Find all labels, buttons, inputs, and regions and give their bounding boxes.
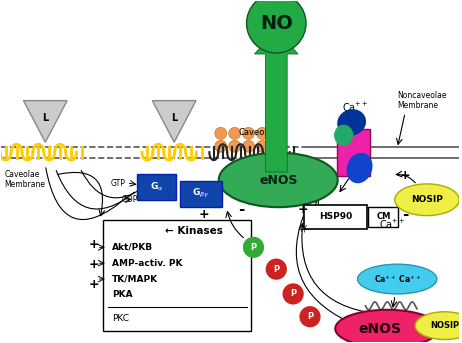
Text: NOSIP: NOSIP [430,321,459,330]
Text: Caveolin: Caveolin [238,128,275,137]
Text: P: P [290,289,296,298]
Ellipse shape [338,110,365,135]
FancyArrowPatch shape [219,186,230,193]
FancyArrowPatch shape [56,170,134,209]
Circle shape [256,140,268,152]
Text: +/-: +/- [297,225,310,234]
Circle shape [229,127,241,139]
Text: GDP: GDP [122,195,138,204]
Text: +: + [298,203,308,216]
Ellipse shape [335,126,353,145]
Text: Akt/PKB: Akt/PKB [112,243,153,252]
Text: PKC: PKC [112,314,129,323]
Text: +: + [199,208,209,221]
Text: CM: CM [376,212,390,221]
FancyBboxPatch shape [136,174,176,200]
Text: AMP-activ. PK: AMP-activ. PK [112,259,182,268]
Circle shape [267,259,286,279]
Text: Noncaveolae
Membrane: Noncaveolae Membrane [397,91,447,110]
Text: -: - [402,207,408,222]
Circle shape [243,237,263,257]
Text: L: L [42,114,49,123]
Circle shape [283,284,303,304]
Ellipse shape [358,264,437,294]
Circle shape [243,140,255,152]
Ellipse shape [335,310,439,343]
Text: G$_{\beta\gamma}$: G$_{\beta\gamma}$ [192,187,210,200]
FancyBboxPatch shape [369,207,398,226]
Text: eNOS: eNOS [359,322,402,335]
Text: +: + [89,258,99,271]
Text: +: + [400,169,410,182]
Text: ← Kinases: ← Kinases [165,226,223,236]
Text: P: P [307,312,313,321]
Polygon shape [255,29,298,172]
Text: eNOS: eNOS [259,175,298,187]
FancyBboxPatch shape [103,220,250,331]
Text: +: + [89,238,99,251]
FancyBboxPatch shape [337,129,371,176]
Text: PKA: PKA [112,291,132,299]
Polygon shape [152,100,196,142]
Circle shape [247,0,306,53]
Text: P: P [273,265,280,274]
Ellipse shape [415,312,462,340]
Text: P: P [250,243,256,252]
Text: Ca$^{++}$: Ca$^{++}$ [379,218,406,231]
Text: TK/MAPK: TK/MAPK [112,274,158,284]
Text: Ca$^{++}$ Ca$^{++}$: Ca$^{++}$ Ca$^{++}$ [374,273,421,285]
Text: NO: NO [260,14,293,33]
Text: HSP90: HSP90 [319,212,353,221]
Circle shape [243,127,255,139]
Circle shape [270,140,282,152]
Text: +: + [89,277,99,291]
Polygon shape [24,100,67,142]
Circle shape [215,140,227,152]
Text: -: - [238,202,245,217]
Text: Ca$^{++}$: Ca$^{++}$ [342,101,369,114]
Circle shape [300,307,320,327]
Text: NOSIP: NOSIP [411,195,443,204]
Circle shape [256,127,268,139]
Text: G$_{\alpha}$: G$_{\alpha}$ [150,181,163,193]
Ellipse shape [219,153,338,207]
FancyArrowPatch shape [81,170,144,198]
Text: GTP: GTP [110,179,125,188]
Ellipse shape [395,184,459,216]
FancyBboxPatch shape [304,205,367,228]
Text: Caveolae
Membrane: Caveolae Membrane [5,170,46,189]
Circle shape [229,140,241,152]
FancyBboxPatch shape [180,181,222,207]
Ellipse shape [347,153,372,182]
Circle shape [270,127,282,139]
FancyArrowPatch shape [46,168,127,220]
Text: L: L [171,114,177,123]
Circle shape [215,127,227,139]
